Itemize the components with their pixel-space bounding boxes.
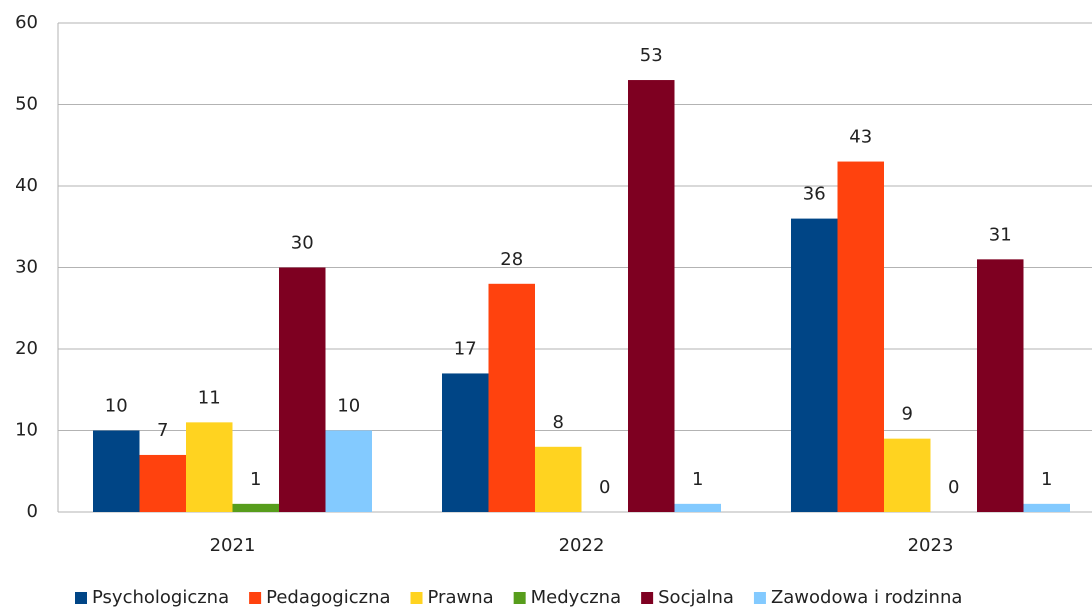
bar — [837, 161, 884, 513]
data-label: 7 — [157, 420, 168, 441]
legend-label: Medyczna — [531, 587, 621, 608]
bar — [628, 80, 675, 513]
data-label: 10 — [105, 396, 128, 417]
y-tick-label: 60 — [15, 12, 38, 33]
data-label: 17 — [454, 338, 477, 359]
data-label: 31 — [989, 224, 1012, 245]
legend-label: Psychologiczna — [92, 587, 229, 608]
y-tick-label: 0 — [27, 501, 38, 522]
legend-label: Prawna — [428, 587, 494, 608]
legend-swatch — [513, 592, 526, 604]
bar — [186, 422, 233, 512]
data-label: 30 — [291, 233, 314, 254]
bar — [791, 218, 838, 512]
legend-swatch — [249, 592, 262, 604]
y-tick-label: 40 — [15, 175, 38, 196]
bar — [977, 259, 1024, 512]
legend-swatch — [753, 592, 766, 604]
x-tick-label: 2021 — [210, 535, 256, 556]
data-label: 0 — [948, 477, 959, 498]
bar — [1023, 503, 1070, 512]
bar — [442, 373, 489, 512]
bar — [93, 430, 140, 512]
bar — [279, 267, 326, 512]
bar — [139, 454, 186, 512]
y-tick-label: 20 — [15, 338, 38, 359]
data-label: 1 — [250, 469, 261, 490]
bar — [535, 446, 582, 512]
legend-swatch — [641, 592, 654, 604]
x-tick-label: 2022 — [559, 535, 605, 556]
data-label: 10 — [337, 396, 360, 417]
data-label: 43 — [849, 127, 872, 148]
data-label: 11 — [198, 387, 221, 408]
data-label: 1 — [1041, 469, 1052, 490]
data-label: 53 — [640, 45, 663, 66]
data-label: 36 — [803, 184, 826, 205]
legend-label: Socjalna — [658, 587, 734, 608]
data-label: 8 — [553, 412, 564, 433]
y-tick-label: 30 — [15, 257, 38, 278]
x-tick-label: 2023 — [908, 535, 954, 556]
data-label: 9 — [902, 404, 913, 425]
legend-label: Pedagogiczna — [266, 587, 390, 608]
legend-label: Zawodowa i rodzinna — [771, 587, 962, 608]
bar — [232, 503, 279, 512]
bar — [488, 283, 535, 512]
bar — [884, 438, 931, 512]
bar — [674, 503, 721, 512]
data-label: 28 — [500, 249, 523, 270]
data-label: 0 — [599, 477, 610, 498]
legend-swatch — [410, 592, 423, 604]
legend-swatch — [75, 592, 87, 604]
y-tick-label: 10 — [15, 420, 38, 441]
data-label: 1 — [692, 469, 703, 490]
bar — [325, 430, 372, 512]
y-tick-label: 50 — [15, 94, 38, 115]
